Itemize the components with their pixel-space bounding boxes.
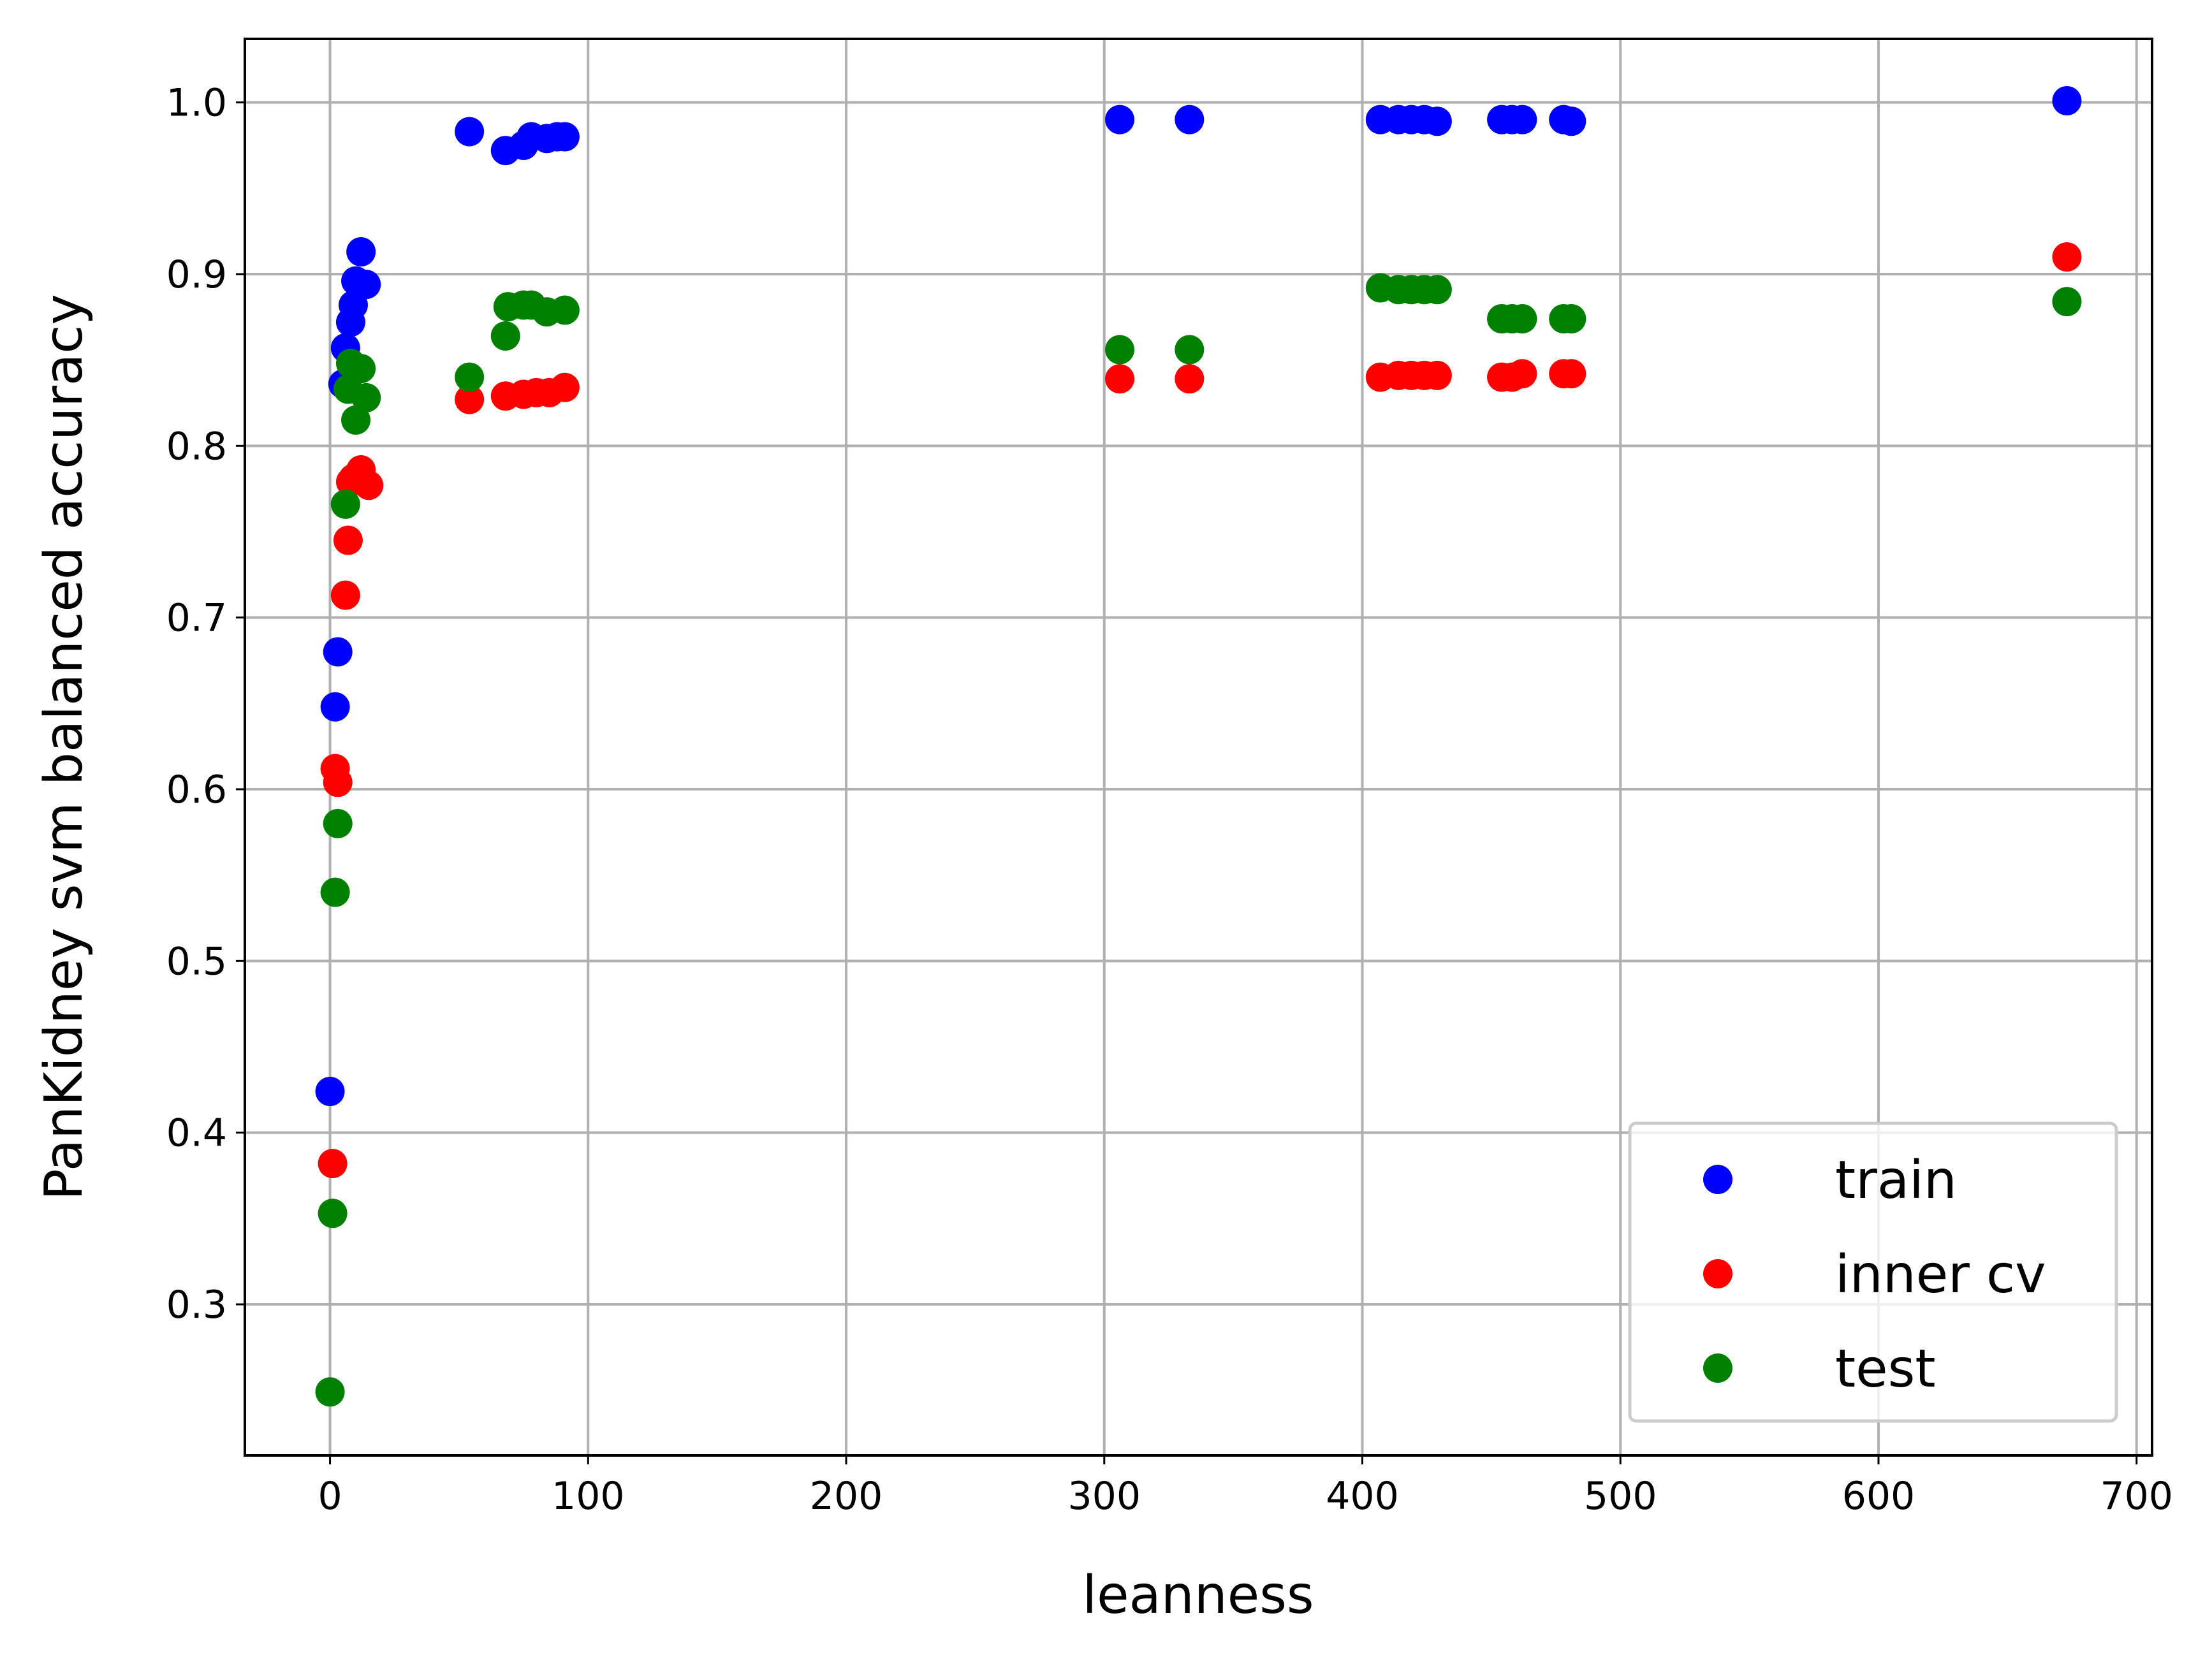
legend-label: train [1835,1150,1957,1211]
data-point [351,270,381,300]
series-test [315,273,2082,1407]
x-tick-label: 400 [1326,1474,1399,1519]
x-tick-label: 600 [1842,1474,1915,1519]
y-tick-label: 1.0 [166,81,227,126]
data-point [330,489,360,519]
legend-label: inner cv [1835,1244,2046,1305]
legend-box [1628,1121,2118,1423]
x-tick-label: 0 [318,1474,342,1519]
data-point [550,372,580,402]
data-point [351,383,381,412]
data-point [346,354,376,384]
y-tick-label: 0.9 [166,252,227,297]
data-point [1556,304,1586,334]
data-points [315,85,2082,1407]
data-point [455,362,485,392]
legend-marker [1703,1165,1732,1194]
data-point [346,237,376,266]
data-point [550,295,580,325]
data-point [1507,359,1537,389]
data-point [318,1199,348,1228]
data-point [1175,364,1205,394]
legend: train inner cv test [1628,1121,2118,1423]
data-point [1105,364,1135,394]
series-inner-cv [318,242,2082,1179]
y-tick-label: 0.5 [166,939,227,984]
data-point [323,768,353,798]
y-tick-label: 0.6 [166,768,227,812]
data-point [323,637,353,667]
legend-marker [1703,1353,1732,1383]
x-tick-label: 700 [2100,1474,2173,1519]
x-tick-label: 200 [810,1474,883,1519]
x-tick-label: 500 [1584,1474,1657,1519]
legend-marker [1703,1259,1732,1288]
y-axis-label: PanKidney svm balanced accuracy [34,294,94,1200]
y-tick-label: 0.4 [166,1111,227,1156]
data-point [341,405,371,435]
data-point [330,580,360,610]
data-point [1175,105,1205,135]
legend-label: test [1835,1339,1935,1399]
data-point [1507,105,1537,135]
data-point [323,808,353,838]
data-point [2052,287,2082,317]
data-point [2052,242,2082,272]
y-tick-label: 0.8 [166,424,227,469]
data-point [455,117,485,147]
data-point [1556,106,1586,136]
plot-frame [244,38,2153,1457]
data-point [1422,360,1452,390]
x-tick-label: 100 [552,1474,625,1519]
data-point [550,122,580,152]
data-point [315,1377,345,1407]
series-train [315,85,2082,1107]
data-point [1507,304,1537,334]
data-point [1422,106,1452,136]
data-point [2052,85,2082,115]
x-tick-label: 300 [1068,1474,1141,1519]
data-point [490,321,520,351]
data-point [1422,275,1452,305]
x-axis-label: leanness [1082,1565,1314,1626]
axis-ticks: 0 100 200 300 400 500 600 700 0.3 0.4 0.5 0.6 0.7 0.8… [166,81,2173,1519]
data-point [315,1077,345,1107]
data-point [320,877,350,907]
data-point [1105,335,1135,365]
data-point [1556,359,1586,389]
y-tick-label: 0.7 [166,596,227,641]
data-point [320,692,350,722]
data-point [333,525,363,555]
data-point [1105,105,1135,135]
data-point [455,384,485,414]
data-point [318,1149,348,1179]
data-point [1175,335,1205,365]
data-point [354,470,384,500]
y-tick-label: 0.3 [166,1283,227,1327]
